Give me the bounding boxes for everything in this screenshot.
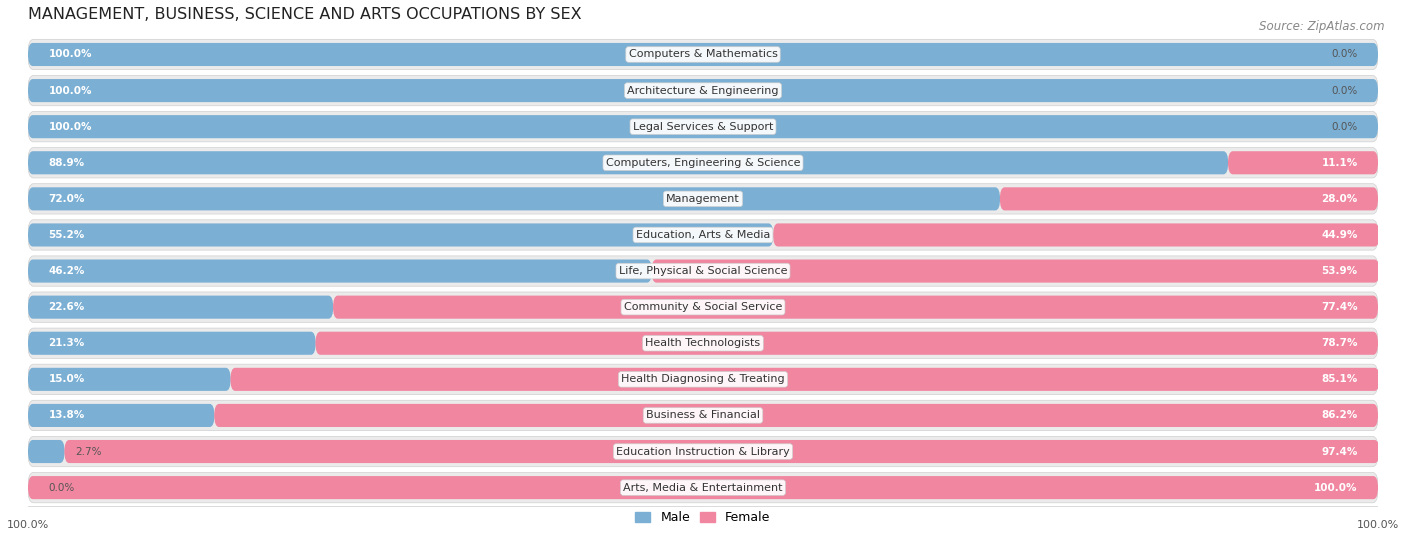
- FancyBboxPatch shape: [28, 187, 1000, 210]
- Text: 2.7%: 2.7%: [76, 447, 101, 457]
- FancyBboxPatch shape: [28, 220, 1378, 250]
- FancyBboxPatch shape: [28, 184, 1378, 214]
- FancyBboxPatch shape: [65, 440, 1379, 463]
- FancyBboxPatch shape: [1000, 187, 1378, 210]
- FancyBboxPatch shape: [315, 331, 1378, 355]
- Text: 46.2%: 46.2%: [48, 266, 84, 276]
- Text: 28.0%: 28.0%: [1322, 194, 1358, 204]
- FancyBboxPatch shape: [28, 259, 652, 283]
- FancyBboxPatch shape: [28, 43, 1378, 66]
- FancyBboxPatch shape: [28, 364, 1378, 395]
- Text: Computers, Engineering & Science: Computers, Engineering & Science: [606, 158, 800, 168]
- Text: 11.1%: 11.1%: [1322, 158, 1358, 168]
- Text: 97.4%: 97.4%: [1322, 447, 1358, 457]
- Text: Education Instruction & Library: Education Instruction & Library: [616, 447, 790, 457]
- Text: Computers & Mathematics: Computers & Mathematics: [628, 50, 778, 59]
- FancyBboxPatch shape: [28, 400, 1378, 430]
- FancyBboxPatch shape: [28, 404, 215, 427]
- FancyBboxPatch shape: [1227, 151, 1378, 174]
- FancyBboxPatch shape: [28, 111, 1378, 142]
- Text: Health Technologists: Health Technologists: [645, 338, 761, 348]
- FancyBboxPatch shape: [28, 440, 65, 463]
- FancyBboxPatch shape: [231, 368, 1379, 391]
- Text: Management: Management: [666, 194, 740, 204]
- FancyBboxPatch shape: [28, 472, 1378, 503]
- FancyBboxPatch shape: [214, 404, 1378, 427]
- FancyBboxPatch shape: [28, 115, 1378, 138]
- Text: 100.0%: 100.0%: [48, 122, 91, 132]
- Text: Architecture & Engineering: Architecture & Engineering: [627, 86, 779, 96]
- FancyBboxPatch shape: [28, 39, 1378, 70]
- Text: 13.8%: 13.8%: [48, 410, 84, 420]
- Text: 77.4%: 77.4%: [1322, 302, 1358, 312]
- Text: 100.0%: 100.0%: [48, 86, 91, 96]
- Text: Education, Arts & Media: Education, Arts & Media: [636, 230, 770, 240]
- Text: Arts, Media & Entertainment: Arts, Media & Entertainment: [623, 482, 783, 492]
- Text: 72.0%: 72.0%: [48, 194, 84, 204]
- FancyBboxPatch shape: [28, 296, 333, 319]
- Text: 21.3%: 21.3%: [48, 338, 84, 348]
- Text: 44.9%: 44.9%: [1322, 230, 1358, 240]
- Text: 100.0%: 100.0%: [48, 50, 91, 59]
- FancyBboxPatch shape: [333, 296, 1378, 319]
- Text: 0.0%: 0.0%: [48, 482, 75, 492]
- Text: 0.0%: 0.0%: [1331, 122, 1358, 132]
- FancyBboxPatch shape: [651, 259, 1379, 283]
- FancyBboxPatch shape: [28, 151, 1229, 174]
- Text: 100.0%: 100.0%: [1315, 482, 1358, 492]
- Text: MANAGEMENT, BUSINESS, SCIENCE AND ARTS OCCUPATIONS BY SEX: MANAGEMENT, BUSINESS, SCIENCE AND ARTS O…: [28, 7, 582, 22]
- FancyBboxPatch shape: [28, 224, 773, 247]
- FancyBboxPatch shape: [28, 79, 1378, 102]
- Text: 55.2%: 55.2%: [48, 230, 84, 240]
- FancyBboxPatch shape: [28, 476, 1378, 499]
- FancyBboxPatch shape: [28, 331, 316, 355]
- FancyBboxPatch shape: [28, 368, 231, 391]
- FancyBboxPatch shape: [28, 148, 1378, 178]
- Text: 0.0%: 0.0%: [1331, 86, 1358, 96]
- FancyBboxPatch shape: [28, 437, 1378, 467]
- Text: Community & Social Service: Community & Social Service: [624, 302, 782, 312]
- Text: 53.9%: 53.9%: [1322, 266, 1358, 276]
- Text: Life, Physical & Social Science: Life, Physical & Social Science: [619, 266, 787, 276]
- Text: 78.7%: 78.7%: [1322, 338, 1358, 348]
- Text: Business & Financial: Business & Financial: [645, 410, 761, 420]
- Text: 85.1%: 85.1%: [1322, 375, 1358, 385]
- FancyBboxPatch shape: [28, 75, 1378, 106]
- Text: 15.0%: 15.0%: [48, 375, 84, 385]
- Text: Source: ZipAtlas.com: Source: ZipAtlas.com: [1260, 20, 1385, 32]
- FancyBboxPatch shape: [28, 256, 1378, 286]
- FancyBboxPatch shape: [773, 224, 1379, 247]
- Text: 22.6%: 22.6%: [48, 302, 84, 312]
- FancyBboxPatch shape: [28, 328, 1378, 358]
- Text: 86.2%: 86.2%: [1322, 410, 1358, 420]
- Text: Health Diagnosing & Treating: Health Diagnosing & Treating: [621, 375, 785, 385]
- Text: 88.9%: 88.9%: [48, 158, 84, 168]
- Text: Legal Services & Support: Legal Services & Support: [633, 122, 773, 132]
- FancyBboxPatch shape: [28, 292, 1378, 323]
- Legend: Male, Female: Male, Female: [630, 506, 776, 529]
- Text: 0.0%: 0.0%: [1331, 50, 1358, 59]
